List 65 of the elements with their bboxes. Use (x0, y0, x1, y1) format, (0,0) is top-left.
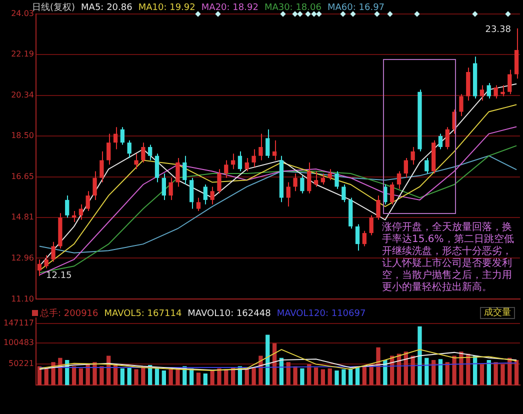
bar (168, 369, 173, 386)
text: MA30: 18.06 (264, 3, 322, 13)
bar (480, 364, 484, 386)
bar (459, 352, 464, 386)
y-tick-label: 11.10 (11, 294, 34, 304)
legend-label: 总手: 200916 (40, 309, 98, 319)
bar (78, 368, 84, 386)
bar (300, 368, 304, 386)
bar (328, 368, 332, 386)
bar (452, 356, 456, 386)
bar (92, 362, 97, 386)
bar (203, 373, 208, 386)
text: MA60: 16.97 (327, 3, 385, 13)
text: MAVOL10: 162448 (188, 309, 271, 319)
bar (320, 369, 326, 386)
text: MA5: 20.86 (81, 3, 132, 13)
bar (154, 368, 160, 386)
bar (293, 366, 298, 386)
annotation: 23.38 (485, 24, 511, 36)
bar (362, 366, 367, 386)
bar (286, 362, 290, 386)
bar (424, 358, 429, 386)
bar (162, 370, 166, 386)
text: MA10: 19.92 (138, 3, 196, 13)
y-tick-label: 14.81 (11, 212, 34, 222)
bar (514, 360, 519, 386)
text: MA20: 18.92 (201, 3, 258, 13)
bar (120, 368, 125, 386)
bar (307, 364, 312, 386)
bar (51, 362, 56, 386)
bar (334, 370, 339, 386)
bar (418, 326, 422, 386)
bar (445, 362, 450, 386)
text: 成交量 (480, 307, 515, 319)
bar (431, 360, 436, 386)
chart-title: 日线(复权) (32, 3, 76, 13)
bar (438, 359, 443, 386)
y-tick-label: 24.03 (11, 9, 34, 18)
annotation: 涨停开盘，全天放量回落，换手率达15.6%，第二日跳空低开继续洗盘，形态十分恶劣，让人怀疑上市公司是否要发利空，当散户抛售之后，主力用更小的量轻松拉出新高。 (382, 222, 515, 294)
bar (486, 360, 491, 386)
bar (376, 347, 380, 386)
annotation: 12.15 (46, 270, 72, 282)
y-tick-label: 147117 (3, 318, 34, 328)
y-tick-label: 18.50 (11, 131, 34, 140)
bar (100, 366, 104, 386)
bar (44, 368, 48, 386)
bar (217, 368, 222, 386)
y-tick-label: 16.65 (11, 172, 34, 181)
text: MAVOL120: 110697 (276, 309, 366, 319)
y-tick-label: 12.96 (11, 253, 34, 262)
bar (500, 364, 505, 386)
bar (314, 368, 318, 386)
bar (494, 362, 498, 386)
text: MAVOL5: 167114 (104, 309, 182, 319)
bar (342, 369, 346, 386)
y-tick-label: 100483 (3, 338, 34, 348)
y-tick-label: 20.34 (11, 90, 34, 100)
bar (355, 368, 360, 386)
y-tick-label: 22.19 (11, 50, 34, 59)
bar (134, 369, 138, 386)
y-tick-label: 50221 (8, 359, 34, 368)
bar (252, 368, 256, 386)
bar (196, 372, 201, 386)
bar (210, 370, 214, 386)
bar (127, 368, 132, 386)
